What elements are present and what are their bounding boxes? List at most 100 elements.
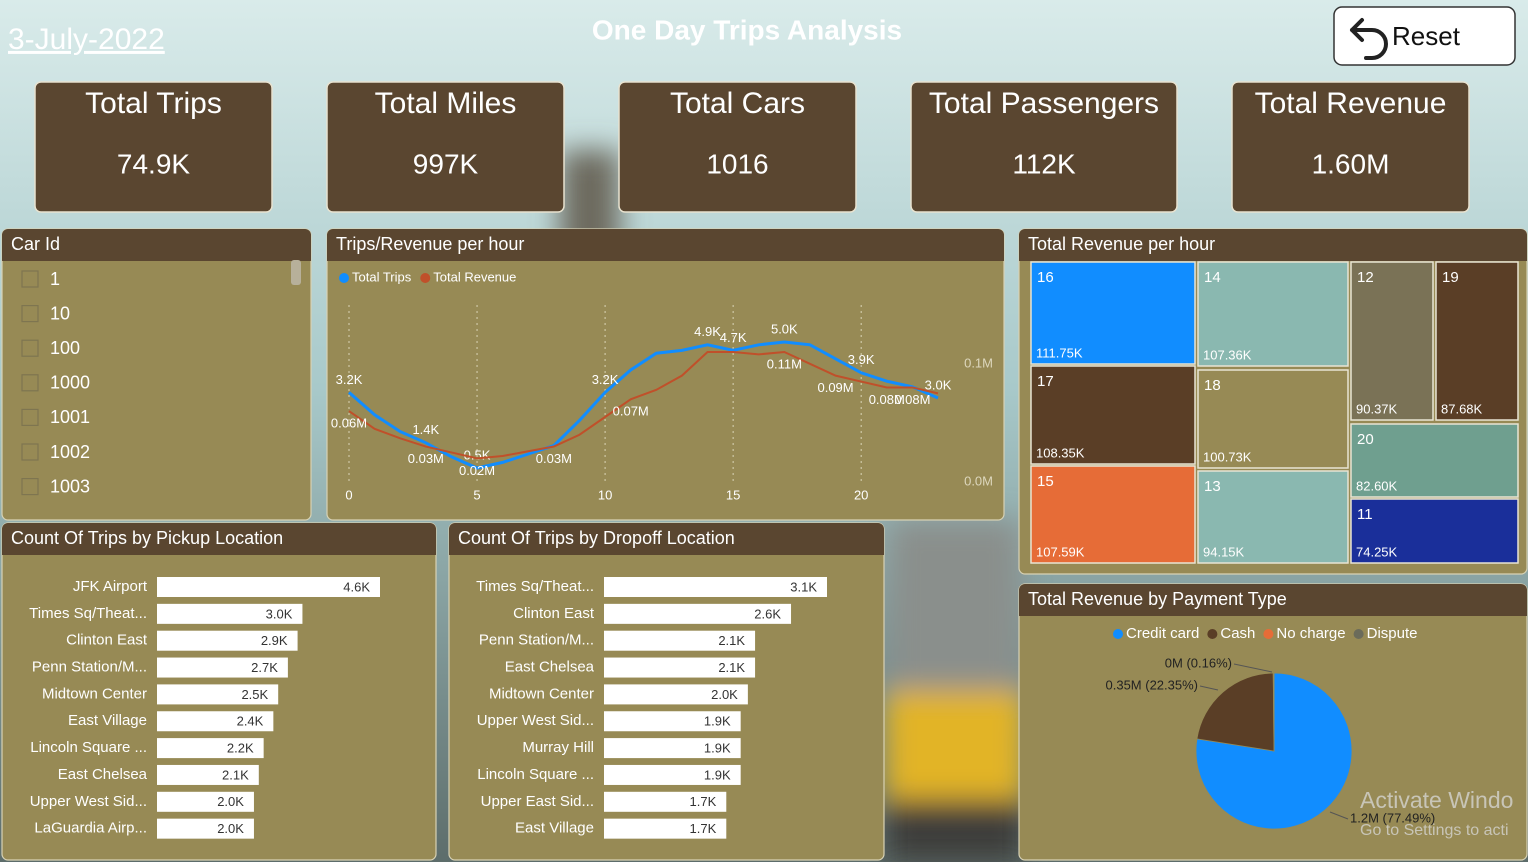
checkbox (21, 408, 39, 426)
data-label: 0.03M (536, 451, 572, 466)
data-label: 2.6K (754, 606, 781, 621)
data-label: 4.7K (720, 330, 747, 345)
treemap-tile (1350, 261, 1434, 421)
panel-header-base (2, 247, 311, 261)
slicer-item[interactable]: 1002 (21, 442, 90, 462)
data-label: 2.0K (217, 821, 244, 836)
slicer-item[interactable]: 1001 (21, 407, 90, 427)
panel (326, 228, 1005, 521)
bar (157, 764, 259, 785)
data-label: 1.2M (77.49%) (1350, 810, 1435, 825)
data-label: 5.0K (771, 321, 798, 336)
kpi-value: 997K (413, 148, 479, 179)
tile-label: 12 (1357, 269, 1374, 286)
data-label: 1.7K (690, 821, 717, 836)
data-label: 0.35M (22.35%) (1106, 677, 1199, 692)
legend-label: Credit card (1126, 625, 1199, 642)
reset-box (1333, 6, 1516, 66)
category-label: Clinton East (66, 632, 148, 649)
slicer-item[interactable]: 100 (21, 338, 80, 358)
tile-value: 94.15K (1203, 544, 1245, 559)
data-label: 0.11M (767, 356, 802, 371)
reset-icon (1350, 18, 1388, 60)
tile-value: 74.25K (1356, 544, 1398, 559)
legend-label: Total Revenue (433, 269, 516, 284)
kpi-card (910, 81, 1178, 213)
kpi-label: Total Miles (375, 87, 517, 120)
checkbox (21, 374, 39, 392)
pie-slice (1196, 672, 1275, 752)
panel-title: Total Revenue by Payment Type (1028, 589, 1287, 609)
x-tick-label: 5 (473, 487, 480, 502)
bar (157, 818, 254, 839)
bar (157, 711, 274, 732)
tile-value: 107.59K (1036, 544, 1085, 559)
checkbox (21, 339, 39, 357)
data-label: 1.4K (412, 422, 439, 437)
bar (157, 738, 264, 759)
tile-label: 16 (1037, 269, 1054, 286)
leader-line (1233, 663, 1273, 673)
treemap-tile (1030, 261, 1196, 365)
data-label: 2.4K (237, 714, 264, 729)
data-label: 2.9K (261, 633, 288, 648)
category-label: LaGuardia Airp... (34, 820, 147, 837)
data-label: 1.9K (704, 714, 731, 729)
slicer-label: 10 (50, 303, 70, 323)
kpi-card (34, 81, 273, 213)
watermark: Go to Settings to acti (1360, 822, 1509, 839)
tile-label: 11 (1357, 506, 1373, 523)
reset-label: Reset (1392, 21, 1461, 51)
checkbox (21, 443, 39, 461)
slicer-item[interactable]: 1003 (21, 476, 90, 496)
data-label: 1.9K (704, 767, 731, 782)
data-label: 2.0K (711, 687, 738, 702)
slicer-item[interactable]: 1000 (21, 373, 90, 393)
x-tick-label: 20 (854, 487, 868, 502)
slicer-label: 1001 (50, 407, 90, 427)
checkbox (21, 305, 39, 323)
bar (604, 684, 748, 705)
treemap-tile (1350, 498, 1519, 564)
data-label: 0.02M (459, 463, 495, 478)
category-label: Penn Station/M... (479, 632, 594, 649)
slicer-label: 1000 (50, 373, 90, 393)
tile-value: 82.60K (1356, 478, 1398, 493)
bar (157, 630, 298, 651)
bar (157, 791, 254, 812)
panel-header-base (1019, 602, 1527, 616)
legend-marker (339, 273, 349, 283)
kpi-card (618, 81, 857, 213)
kpi-label: Total Cars (670, 87, 805, 120)
tile-value: 108.35K (1036, 445, 1085, 460)
data-label: 2.2K (227, 741, 254, 756)
data-label: 2.5K (241, 687, 268, 702)
panel (1, 228, 312, 521)
panel-title: Total Revenue per hour (1028, 234, 1215, 254)
data-label: 3.0K (266, 606, 293, 621)
tile-value: 100.73K (1203, 449, 1252, 464)
data-label: 0.09M (817, 380, 853, 395)
category-label: Lincoln Square ... (477, 766, 594, 783)
title: One Day Trips Analysis (592, 14, 902, 45)
treemap-tile (1350, 423, 1519, 498)
bar (604, 603, 792, 624)
kpi-value: 74.9K (117, 148, 190, 179)
tile-label: 13 (1204, 478, 1221, 495)
slicer-item[interactable]: 1 (21, 269, 60, 289)
kpi-label: Total Passengers (929, 87, 1159, 120)
data-label: 0.06M (331, 416, 367, 431)
slicer-item[interactable]: 10 (21, 303, 70, 323)
legend-marker (1207, 629, 1218, 639)
data-label: 0M (0.16%) (1165, 655, 1232, 670)
bar (157, 657, 288, 678)
bar (604, 657, 756, 678)
reset-button[interactable]: Reset (1333, 6, 1516, 66)
data-label: 4.6K (343, 579, 370, 594)
panel-header-base (449, 541, 884, 555)
kpi-card (1231, 81, 1470, 213)
panel-title: Trips/Revenue per hour (336, 234, 524, 254)
data-label: 2.0K (217, 794, 244, 809)
data-label: 0.08M (869, 392, 905, 407)
legend-label: No charge (1276, 625, 1345, 642)
